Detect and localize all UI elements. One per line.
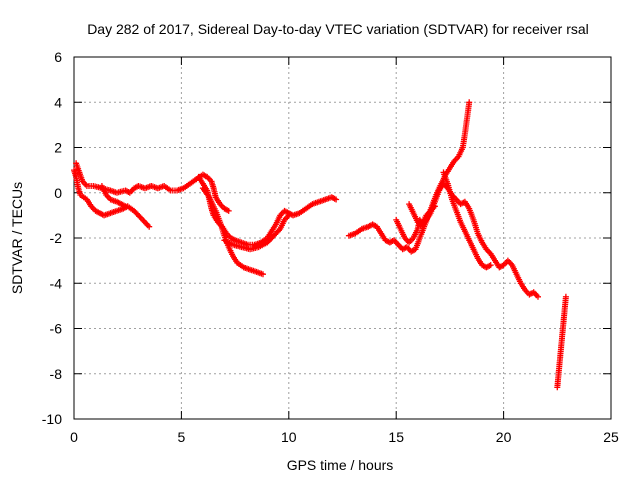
y-tick-label: 6 [54, 49, 62, 65]
y-tick-label: -6 [50, 321, 63, 337]
x-tick-label: 10 [281, 429, 297, 445]
y-tick-label: 4 [54, 94, 62, 110]
series-track-f [221, 212, 292, 253]
data-point [122, 203, 129, 210]
data-point [466, 99, 473, 106]
y-tick-label: -2 [50, 230, 63, 246]
data-point [260, 271, 266, 278]
series-track-c [98, 183, 129, 210]
x-tick-label: 5 [178, 429, 186, 445]
data-point [225, 207, 232, 214]
data-point [146, 223, 153, 230]
y-tick-label: -4 [50, 275, 63, 291]
x-tick-label: 15 [388, 429, 404, 445]
y-tick-label: -8 [50, 366, 63, 382]
y-tick-label: -10 [42, 411, 62, 427]
y-tick-label: 2 [54, 140, 62, 156]
plot-frame [73, 56, 612, 420]
data-point [136, 213, 143, 220]
data-point [562, 293, 569, 300]
data-points [71, 99, 569, 391]
data-point [487, 262, 494, 269]
x-tick-label: 0 [70, 429, 78, 445]
y-axis-label: SDTVAR / TECUs [9, 182, 25, 294]
axis-ticks: 0 5 10 15 20 25 -10 -8 -6 -4 -2 0 2 4 6 [42, 49, 619, 445]
x-tick-label: 25 [603, 429, 619, 445]
x-axis-label: GPS time / hours [287, 457, 394, 473]
y-tick-label: 0 [54, 185, 62, 201]
data-point [535, 293, 541, 300]
data-point [333, 196, 340, 203]
grid-lines [74, 57, 611, 419]
x-tick-label: 20 [496, 429, 512, 445]
series-track-k [554, 293, 569, 391]
series-track-j [440, 169, 494, 271]
chart-title: Day 282 of 2017, Sidereal Day-to-day VTE… [87, 21, 589, 37]
data-point [285, 212, 292, 219]
